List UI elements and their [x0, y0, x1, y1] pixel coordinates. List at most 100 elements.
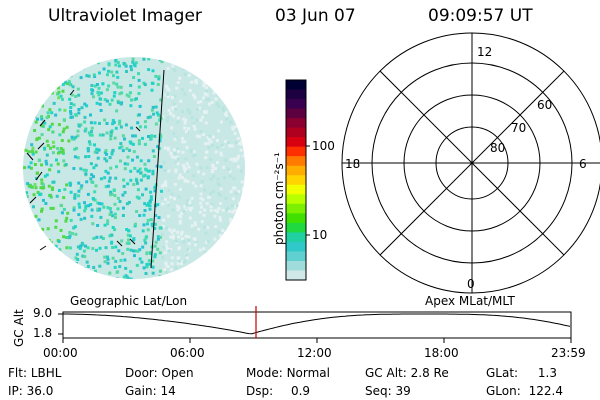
disk-pixel	[158, 235, 162, 239]
disk-pixel	[170, 256, 174, 260]
disk-pixel	[184, 258, 188, 262]
timeline-x-tick: 23:59	[551, 346, 586, 360]
disk-pixel	[109, 210, 113, 214]
disk-pixel	[93, 143, 96, 147]
disk-pixel	[149, 137, 153, 141]
disk-pixel	[92, 236, 96, 240]
disk-pixel	[135, 263, 139, 267]
disk-pixel	[154, 74, 158, 78]
disk-pixel	[174, 156, 177, 160]
disk-pixel	[77, 194, 81, 198]
disk-pixel	[207, 195, 211, 199]
disk-pixel	[72, 103, 76, 107]
disk-pixel	[66, 211, 70, 215]
disk-pixel	[156, 203, 160, 207]
disk-pixel	[141, 245, 145, 249]
disk-pixel	[203, 208, 207, 212]
disk-pixel	[113, 136, 117, 140]
disk-pixel	[201, 198, 205, 202]
disk-pixel	[144, 187, 148, 191]
disk-pixel	[169, 112, 173, 116]
disk-pixel	[133, 166, 137, 170]
disk-pixel	[219, 238, 223, 242]
disk-pixel	[87, 61, 91, 64]
disk-pixel	[43, 254, 47, 258]
disk-pixel	[30, 88, 34, 92]
disk-pixel	[84, 244, 88, 248]
disk-pixel	[83, 255, 87, 259]
disk-pixel	[71, 85, 75, 89]
info-gc-alt: GC Alt: 2.8 Re	[365, 366, 449, 380]
disk-pixel	[196, 100, 200, 104]
disk-pixel	[114, 245, 118, 249]
disk-pixel	[206, 97, 210, 101]
disk-pixel	[175, 239, 179, 243]
disk-pixel	[156, 145, 160, 148]
disk-pixel	[170, 126, 174, 130]
info-glon: GLon: 122.4	[486, 384, 563, 398]
disk-pixel	[209, 78, 212, 81]
disk-pixel	[153, 134, 157, 138]
disk-pixel	[52, 101, 56, 105]
disk-pixel	[46, 144, 50, 148]
disk-pixel	[125, 228, 129, 231]
disk-pixel	[149, 197, 153, 201]
disk-pixel	[199, 201, 203, 205]
info-mode: Mode: Normal	[246, 366, 330, 380]
disk-pixel	[241, 192, 245, 196]
disk-pixel	[118, 146, 122, 150]
disk-pixel	[127, 229, 131, 233]
disk-pixel	[57, 96, 61, 100]
disk-pixel	[43, 174, 47, 178]
disk-pixel	[76, 87, 80, 91]
disk-pixel	[34, 107, 38, 111]
disk-pixel	[244, 208, 245, 212]
disk-pixel	[106, 257, 110, 261]
disk-pixel	[40, 277, 44, 279]
disk-pixel	[214, 64, 218, 68]
disk-pixel	[54, 113, 58, 117]
disk-pixel	[164, 180, 167, 184]
disk-pixel	[164, 244, 168, 248]
disk-pixel	[190, 278, 194, 279]
disk-pixel	[65, 236, 68, 239]
disk-pixel	[223, 258, 227, 262]
colorbar-segment	[286, 270, 306, 281]
disk-pixel	[193, 221, 197, 225]
disk-pixel	[195, 162, 199, 166]
disk-pixel	[146, 218, 150, 222]
disk-pixel	[148, 207, 152, 211]
disk-pixel	[237, 141, 241, 145]
disk-pixel	[44, 159, 48, 163]
disk-pixel	[180, 262, 183, 265]
disk-pixel	[214, 260, 218, 264]
disk-pixel	[104, 149, 108, 153]
disk-pixel	[176, 147, 180, 151]
disk-pixel	[62, 196, 66, 200]
disk-pixel	[203, 142, 207, 146]
disk-pixel	[108, 102, 112, 106]
disk-pixel	[217, 105, 221, 109]
disk-pixel	[195, 265, 199, 269]
disk-pixel	[205, 240, 208, 244]
disk-pixel	[93, 150, 97, 154]
disk-pixel	[24, 259, 28, 263]
disk-pixel	[79, 217, 83, 221]
disk-pixel	[116, 85, 120, 89]
disk-pixel	[236, 254, 240, 258]
disk-pixel	[135, 195, 139, 199]
disk-pixel	[49, 206, 53, 210]
disk-pixel	[187, 165, 191, 169]
disk-pixel	[111, 226, 115, 229]
disk-pixel	[205, 72, 209, 76]
disk-pixel	[199, 192, 203, 196]
disk-pixel	[48, 168, 52, 172]
disk-pixel	[90, 214, 94, 218]
disk-pixel	[133, 224, 137, 228]
disk-pixel	[50, 111, 54, 115]
disk-pixel	[236, 252, 240, 256]
disk-pixel	[119, 159, 122, 163]
disk-pixel	[205, 93, 209, 97]
disk-pixel	[205, 110, 208, 114]
